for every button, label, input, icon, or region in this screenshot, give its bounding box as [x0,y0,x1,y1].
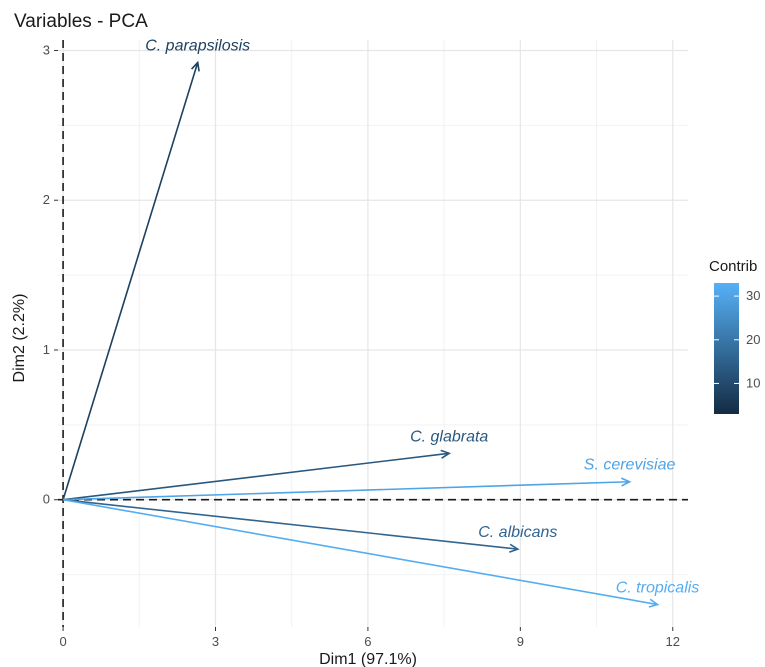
label-c-parapsilosis: C. parapsilosis [145,37,250,54]
x-tick-label: 6 [364,634,371,649]
label-c-glabrata: C. glabrata [410,428,488,445]
contrib-legend: Contrib 10 20 30 [709,258,760,414]
arrowhead-c-parapsilosis [191,60,200,72]
y-tick-label: 0 [43,492,50,507]
arrowhead-c-glabrata [440,449,452,459]
label-c-albicans: C. albicans [478,524,557,541]
legend-tick-label: 30 [746,288,760,303]
y-axis-title: Dim2 (2.2%) [11,294,28,383]
grid [58,40,688,627]
vector-c-glabrata [62,452,450,501]
vector-c-tropicalis [62,498,658,606]
x-tick-label: 9 [517,634,524,649]
x-tick-label: 3 [212,634,219,649]
arrowhead-s-cerevisiae [621,477,632,487]
chart-title: Variables - PCA [14,11,148,32]
variable-vectors: C. parapsilosis C. glabrata S. cerevisiae C… [62,37,700,608]
x-axis-title: Dim1 (97.1%) [319,651,417,667]
legend-colorbar [714,283,739,414]
legend-tick-label: 10 [746,375,760,390]
label-s-cerevisiae: S. cerevisiae [584,457,676,474]
y-tick-label: 2 [43,192,50,207]
x-tick-label: 0 [59,634,66,649]
vector-s-cerevisiae [63,480,630,501]
arrowhead-c-tropicalis [648,598,660,608]
legend-tick-label: 20 [746,332,760,347]
arrowhead-c-albicans [509,543,520,553]
y-tick-label: 1 [43,342,50,357]
legend-ticks: 10 20 30 [714,288,760,390]
vector-c-albicans [62,498,518,550]
vector-c-parapsilosis [62,62,199,500]
legend-title: Contrib [709,258,757,275]
x-tick-label: 12 [666,634,680,649]
label-c-tropicalis: C. tropicalis [616,580,700,597]
y-tick-label: 3 [43,42,50,57]
